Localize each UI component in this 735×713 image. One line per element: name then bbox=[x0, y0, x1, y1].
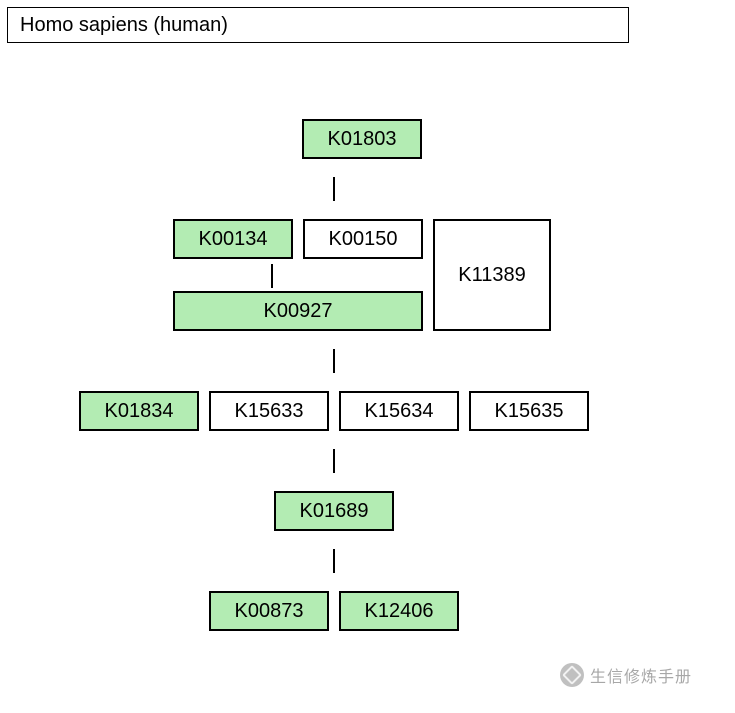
node-label: K01803 bbox=[328, 128, 397, 151]
node-label: K12406 bbox=[365, 600, 434, 623]
node-K15635[interactable]: K15635 bbox=[469, 391, 589, 431]
header-bar: Homo sapiens (human) bbox=[7, 7, 629, 43]
connector-3 bbox=[333, 449, 335, 473]
node-K01834[interactable]: K01834 bbox=[79, 391, 199, 431]
node-K11389[interactable]: K11389 bbox=[433, 219, 551, 331]
node-K00873[interactable]: K00873 bbox=[209, 591, 329, 631]
node-label: K15635 bbox=[495, 400, 564, 423]
node-label: K00873 bbox=[235, 600, 304, 623]
node-label: K15634 bbox=[365, 400, 434, 423]
connector-4 bbox=[333, 549, 335, 573]
watermark-text: 生信修炼手册 bbox=[590, 663, 692, 687]
node-label: K00927 bbox=[264, 300, 333, 323]
diagram-stage: Homo sapiens (human) K01803 K00134 K00150 K… bbox=[0, 0, 735, 713]
node-label: K15633 bbox=[235, 400, 304, 423]
node-K15633[interactable]: K15633 bbox=[209, 391, 329, 431]
node-label: K01689 bbox=[300, 500, 369, 523]
wechat-icon bbox=[560, 663, 584, 687]
connector-1 bbox=[271, 264, 273, 288]
watermark: 生信修炼手册 bbox=[560, 663, 692, 687]
node-K01689[interactable]: K01689 bbox=[274, 491, 394, 531]
node-label: K01834 bbox=[105, 400, 174, 423]
node-K01803[interactable]: K01803 bbox=[302, 119, 422, 159]
node-K15634[interactable]: K15634 bbox=[339, 391, 459, 431]
connector-2 bbox=[333, 349, 335, 373]
node-K00150[interactable]: K00150 bbox=[303, 219, 423, 259]
node-K12406[interactable]: K12406 bbox=[339, 591, 459, 631]
node-label: K11389 bbox=[458, 264, 525, 287]
node-label: K00134 bbox=[199, 228, 268, 251]
node-K00134[interactable]: K00134 bbox=[173, 219, 293, 259]
node-K00927[interactable]: K00927 bbox=[173, 291, 423, 331]
header-title: Homo sapiens (human) bbox=[20, 14, 228, 37]
node-label: K00150 bbox=[329, 228, 398, 251]
connector-0 bbox=[333, 177, 335, 201]
